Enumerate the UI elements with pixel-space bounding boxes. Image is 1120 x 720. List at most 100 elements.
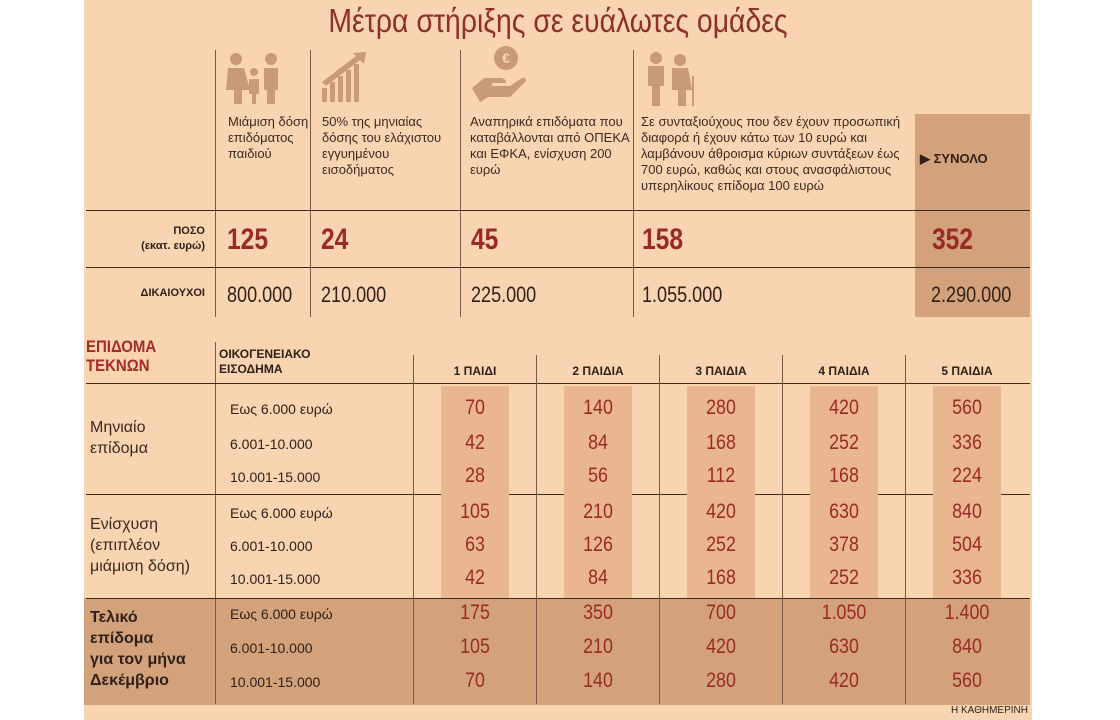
column-header: 4 ΠΑΙΔΙΑ bbox=[818, 364, 870, 378]
column-band bbox=[810, 386, 878, 598]
benefit-value: 378 bbox=[829, 533, 859, 556]
divider bbox=[310, 50, 311, 317]
divider bbox=[86, 210, 1030, 211]
measure-description: Σε συνταξιούχους που δεν έχουν προσωπική… bbox=[641, 114, 901, 193]
divider bbox=[86, 267, 1030, 268]
benefit-value: 252 bbox=[829, 431, 859, 454]
infographic: Μέτρα στήριξης σε ευάλωτες ομάδες € bbox=[84, 0, 1032, 720]
benefit-value: 28 bbox=[465, 464, 485, 487]
column-band bbox=[441, 386, 509, 598]
divider bbox=[782, 355, 783, 704]
amount-value: 158 bbox=[642, 223, 684, 256]
group-label-final: Τελικό επίδομα για τον μήνα Δεκέμβριο bbox=[90, 609, 186, 689]
benefit-value: 280 bbox=[706, 669, 736, 692]
benefit-value: 84 bbox=[588, 566, 608, 589]
benefit-value: 504 bbox=[952, 533, 982, 556]
final-benefit-background bbox=[84, 598, 1030, 705]
column-header: 2 ΠΑΙΔΙΑ bbox=[572, 364, 624, 378]
measure-description: 50% της μηνιαίας δόσης του ελάχιστου εγγ… bbox=[322, 114, 442, 177]
income-bracket: 6.001-10.000 bbox=[230, 436, 313, 452]
income-bracket: Εως 6.000 ευρώ bbox=[230, 401, 333, 417]
column-header: 5 ΠΑΙΔΙΑ bbox=[941, 364, 993, 378]
benefit-value: 350 bbox=[583, 601, 613, 624]
beneficiaries-value: 225.000 bbox=[471, 282, 537, 307]
income-bracket: 10.001-15.000 bbox=[230, 571, 321, 587]
total-label: ▶ ΣΥΝΟΛΟ bbox=[920, 151, 988, 166]
divider bbox=[215, 342, 216, 704]
column-band bbox=[933, 386, 1001, 598]
divider bbox=[659, 355, 660, 704]
benefit-value: 42 bbox=[465, 431, 485, 454]
income-bracket: Εως 6.000 ευρώ bbox=[230, 505, 333, 521]
divider bbox=[905, 355, 906, 704]
benefit-value: 560 bbox=[952, 669, 982, 692]
beneficiaries-row-label: ΔΙΚΑΙΟΥΧΟΙ bbox=[140, 287, 205, 299]
benefit-value: 224 bbox=[952, 464, 982, 487]
divider bbox=[215, 50, 216, 317]
divider bbox=[536, 355, 537, 704]
total-column-background bbox=[915, 114, 1030, 317]
benefit-value: 70 bbox=[465, 396, 485, 419]
benefit-value: 560 bbox=[952, 396, 982, 419]
divider bbox=[86, 598, 1030, 599]
benefit-value: 140 bbox=[583, 396, 613, 419]
divider bbox=[86, 383, 1030, 384]
column-band bbox=[564, 386, 632, 598]
divider bbox=[460, 50, 461, 317]
benefit-value: 210 bbox=[583, 635, 613, 658]
source-credit: Η ΚΑΘΗΜΕΡΙΝΗ bbox=[950, 705, 1028, 716]
benefit-value: 1.400 bbox=[944, 601, 990, 624]
divider bbox=[413, 355, 414, 704]
page-title: Μέτρα στήριξης σε ευάλωτες ομάδες bbox=[328, 2, 788, 39]
benefit-value: 280 bbox=[706, 396, 736, 419]
benefit-value: 70 bbox=[465, 669, 485, 692]
column-header: 3 ΠΑΙΔΙΑ bbox=[695, 364, 747, 378]
benefit-value: 630 bbox=[829, 635, 859, 658]
benefit-value: 63 bbox=[465, 533, 485, 556]
income-bracket: Εως 6.000 ευρώ bbox=[230, 606, 333, 622]
benefit-value: 252 bbox=[706, 533, 736, 556]
benefit-value: 168 bbox=[829, 464, 859, 487]
amount-row-label: ΠΟΣΟ (εκατ. ευρώ) bbox=[141, 225, 205, 252]
income-bracket: 6.001-10.000 bbox=[230, 640, 313, 656]
benefit-value: 420 bbox=[706, 635, 736, 658]
benefit-value: 840 bbox=[952, 635, 982, 658]
income-bracket: 10.001-15.000 bbox=[230, 674, 321, 690]
benefit-value: 700 bbox=[706, 601, 736, 624]
total-beneficiaries: 2.290.000 bbox=[931, 282, 1012, 307]
income-bracket: 6.001-10.000 bbox=[230, 538, 313, 554]
divider bbox=[633, 50, 634, 317]
growth-chart-icon bbox=[322, 52, 366, 102]
benefit-value: 140 bbox=[583, 669, 613, 692]
benefit-value: 420 bbox=[829, 396, 859, 419]
benefit-value: 112 bbox=[706, 464, 736, 487]
benefit-value: 1.050 bbox=[821, 601, 867, 624]
column-band bbox=[687, 386, 755, 598]
benefit-value: 336 bbox=[952, 431, 982, 454]
hand-euro-icon: € bbox=[472, 46, 526, 102]
group-label-monthly: Μηνιαίο επίδομα bbox=[90, 419, 148, 457]
income-bracket: 10.001-15.000 bbox=[230, 469, 321, 485]
benefit-value: 336 bbox=[952, 566, 982, 589]
svg-text:€: € bbox=[502, 50, 510, 66]
measure-description: Αναπηρικά επιδόματα που καταβάλλονται απ… bbox=[470, 114, 629, 177]
column-header: 1 ΠΑΙΔΙ bbox=[453, 364, 497, 378]
benefit-value: 42 bbox=[465, 566, 485, 589]
benefit-value: 210 bbox=[583, 500, 613, 523]
benefit-value: 252 bbox=[829, 566, 859, 589]
amount-value: 24 bbox=[321, 223, 349, 256]
benefit-value: 105 bbox=[460, 500, 490, 523]
beneficiaries-value: 210.000 bbox=[321, 282, 387, 307]
benefit-value: 420 bbox=[829, 669, 859, 692]
group-label-boost: Ενίσχυση (επιπλέον μιάμιση δόση) bbox=[90, 516, 190, 575]
beneficiaries-value: 800.000 bbox=[227, 282, 293, 307]
benefit-value: 168 bbox=[706, 566, 736, 589]
benefit-value: 168 bbox=[706, 431, 736, 454]
measure-description: Μιάμιση δόση επιδόματος παιδιού bbox=[228, 114, 309, 161]
elderly-couple-icon bbox=[648, 52, 694, 106]
beneficiaries-value: 1.055.000 bbox=[642, 282, 723, 307]
divider bbox=[86, 494, 1030, 495]
benefit-value: 126 bbox=[583, 533, 613, 556]
benefit-value: 105 bbox=[460, 635, 490, 658]
benefit-value: 840 bbox=[952, 500, 982, 523]
